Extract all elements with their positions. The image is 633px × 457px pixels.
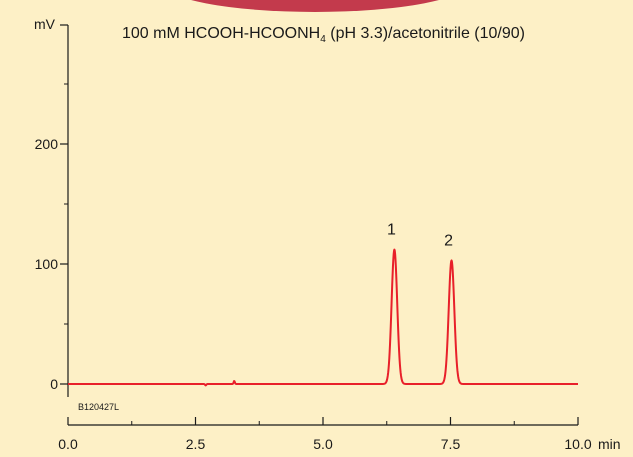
title-suffix: (pH 3.3)/acetonitrile (10/90) [326, 25, 525, 42]
x-tick-label-7.5: 7.5 [441, 436, 461, 452]
chromatogram-trace [67, 248, 579, 387]
y-tick-label-200: 200 [35, 136, 59, 152]
x-tick-label-0.0: 0.0 [58, 436, 78, 452]
y-tick-label-100: 100 [35, 256, 59, 272]
x-tick-label-2.5: 2.5 [186, 436, 206, 452]
peak-label-1: 1 [387, 222, 396, 239]
figure-code: B120427L [78, 402, 119, 412]
y-axis-unit: mV [34, 16, 56, 32]
x-axis-unit: min [598, 436, 621, 452]
title-main: 100 mM HCOOH-HCOONH [122, 25, 320, 42]
peak-label-2: 2 [444, 232, 453, 249]
x-tick-label-5.0: 5.0 [313, 436, 333, 452]
axes: 0 100 200 0.0 2.5 5.0 7.5 10.0 [35, 24, 592, 452]
title-subscript: 4 [320, 34, 326, 45]
x-tick-label-10.0: 10.0 [564, 436, 591, 452]
trace-group: 12 [67, 222, 579, 387]
chart-title: 100 mM HCOOH-HCOONH4 (pH 3.3)/acetonitri… [122, 25, 525, 45]
y-tick-label-0: 0 [50, 376, 58, 392]
